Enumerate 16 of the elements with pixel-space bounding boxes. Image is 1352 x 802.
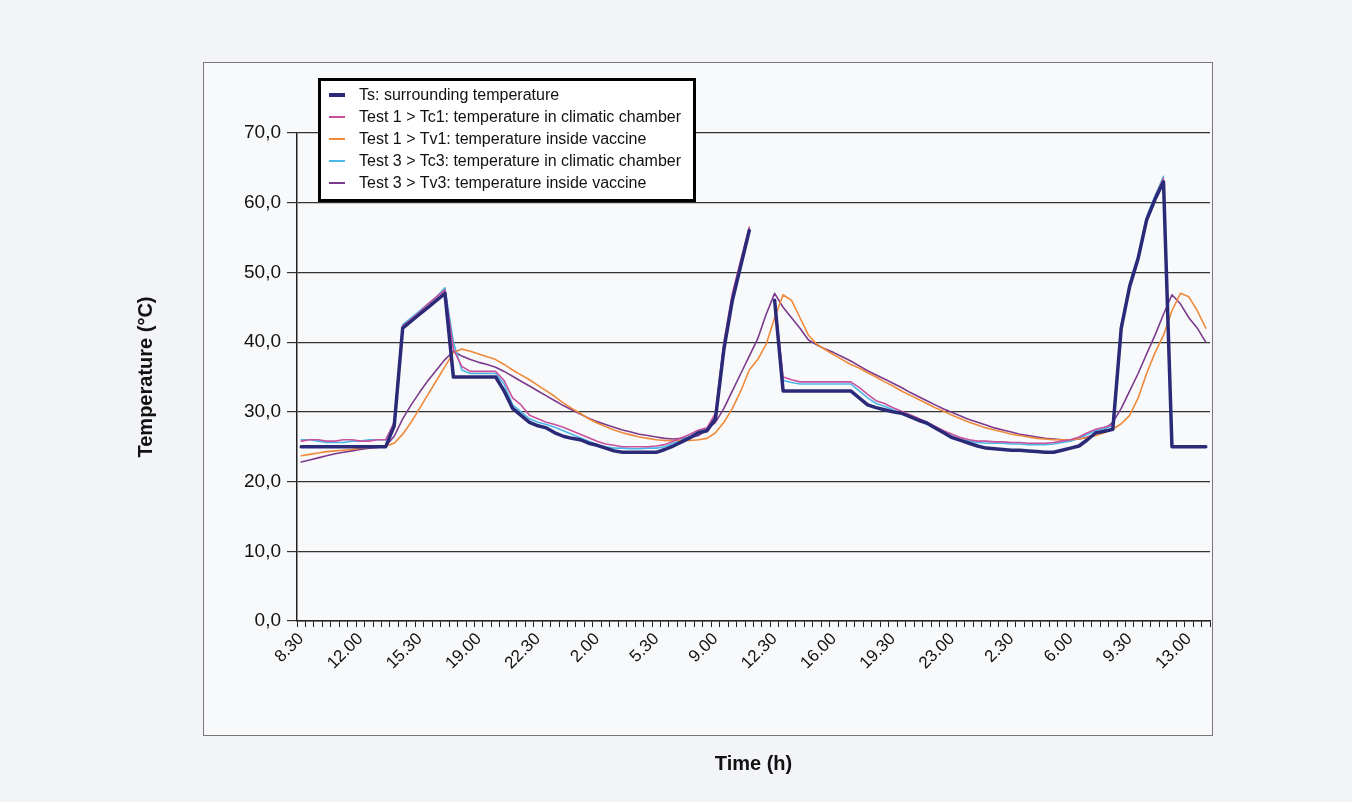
y-tick-label: 50,0: [244, 260, 281, 282]
y-axis-title: Temperature (°C): [133, 296, 156, 458]
x-tick-label: 6.00: [1039, 628, 1077, 666]
y-tick-label: 40,0: [244, 330, 281, 352]
y-tick-label: 30,0: [244, 400, 281, 422]
legend-label: Test 1 > Tc1: temperature in climatic chamber: [359, 107, 682, 127]
legend-label: Test 3 > Tc3: temperature in climatic chamber: [359, 151, 682, 171]
y-tick-label: 70,0: [244, 121, 281, 143]
y-tick-label: 0,0: [254, 609, 281, 631]
y-tick-label: 10,0: [244, 539, 281, 561]
legend-label: Test 1 > Tv1: temperature inside vaccine: [359, 129, 647, 149]
x-axis-title: Time (h): [714, 751, 793, 774]
y-tick-label: 60,0: [244, 190, 281, 212]
y-tick-label: 20,0: [244, 469, 281, 491]
legend-label: Ts: surrounding temperature: [359, 85, 560, 105]
legend-label: Test 3 > Tv3: temperature inside vaccine: [359, 173, 647, 193]
